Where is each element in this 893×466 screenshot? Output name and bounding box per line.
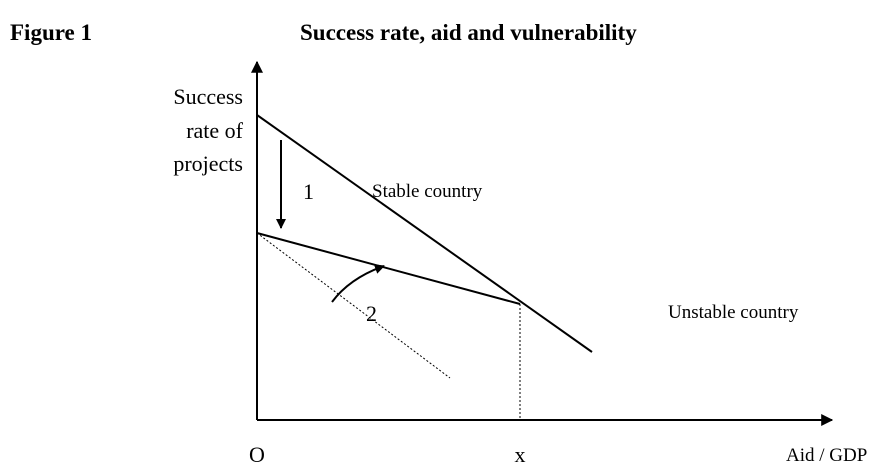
y-axis-label: rate of <box>186 118 243 143</box>
stable-label: Stable country <box>372 181 483 202</box>
stable-line <box>256 114 593 353</box>
dotted-line <box>256 232 451 379</box>
figure-title: Success rate, aid and vulnerability <box>300 20 637 45</box>
origin-label: O <box>249 442 265 466</box>
y-axis-label: Success <box>173 84 243 109</box>
unstable-label: Unstable country <box>668 302 799 323</box>
rotate-arrow <box>331 264 385 303</box>
x-mark-label: x <box>515 442 526 466</box>
figure-label: Figure 1 <box>10 20 92 45</box>
x-axis-label: Aid / GDP <box>786 445 867 466</box>
annotation: 2 <box>366 301 377 326</box>
annotation: 1 <box>303 179 314 204</box>
unstable-line <box>256 232 521 305</box>
y-axis-label: projects <box>173 151 243 176</box>
